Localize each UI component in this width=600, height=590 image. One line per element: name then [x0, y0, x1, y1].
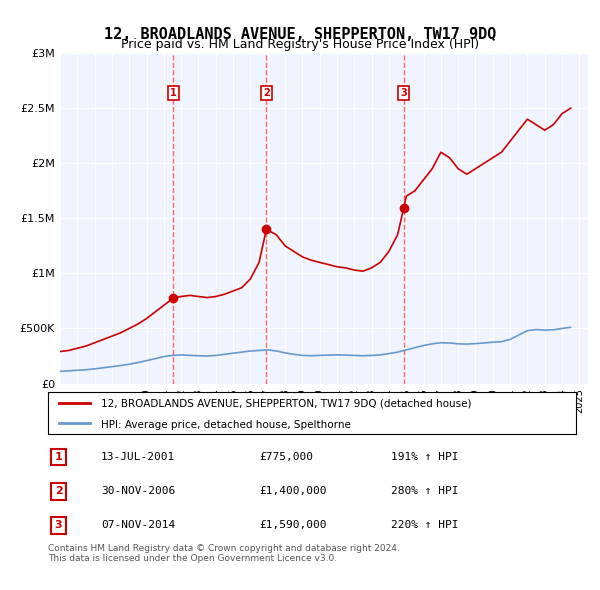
Text: £1,400,000: £1,400,000 — [259, 486, 327, 496]
Text: Price paid vs. HM Land Registry's House Price Index (HPI): Price paid vs. HM Land Registry's House … — [121, 38, 479, 51]
Text: HPI: Average price, detached house, Spelthorne: HPI: Average price, detached house, Spel… — [101, 419, 350, 430]
Text: 2: 2 — [55, 486, 62, 496]
Text: Contains HM Land Registry data © Crown copyright and database right 2024.
This d: Contains HM Land Registry data © Crown c… — [48, 544, 400, 563]
Text: 3: 3 — [55, 520, 62, 530]
Text: 12, BROADLANDS AVENUE, SHEPPERTON, TW17 9DQ: 12, BROADLANDS AVENUE, SHEPPERTON, TW17 … — [104, 27, 496, 41]
Text: 1: 1 — [55, 452, 62, 462]
Text: £1,590,000: £1,590,000 — [259, 520, 327, 530]
Text: 220% ↑ HPI: 220% ↑ HPI — [391, 520, 459, 530]
Text: 12, BROADLANDS AVENUE, SHEPPERTON, TW17 9DQ (detached house): 12, BROADLANDS AVENUE, SHEPPERTON, TW17 … — [101, 399, 472, 409]
Text: 07-NOV-2014: 07-NOV-2014 — [101, 520, 175, 530]
Text: 30-NOV-2006: 30-NOV-2006 — [101, 486, 175, 496]
Text: 280% ↑ HPI: 280% ↑ HPI — [391, 486, 459, 496]
Text: 13-JUL-2001: 13-JUL-2001 — [101, 452, 175, 462]
Text: £775,000: £775,000 — [259, 452, 313, 462]
Text: 1: 1 — [170, 88, 176, 98]
Text: 3: 3 — [400, 88, 407, 98]
Text: 191% ↑ HPI: 191% ↑ HPI — [391, 452, 459, 462]
Text: 2: 2 — [263, 88, 270, 98]
